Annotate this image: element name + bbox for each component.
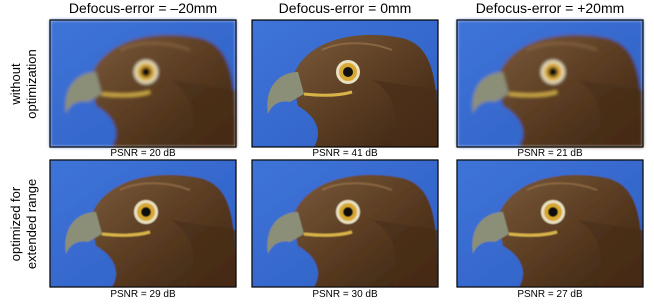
column-header: Defocus-error = 0mm [279, 0, 412, 16]
psnr-label: PSNR = 30 dB [312, 289, 378, 300]
psnr-label: PSNR = 41 dB [312, 148, 378, 159]
row-label-line: optimized for [8, 186, 23, 261]
figure: Defocus-error = –20mm Defocus-error = 0m… [0, 0, 654, 304]
image-panel [50, 160, 236, 287]
image-panel [252, 20, 438, 147]
column-header: Defocus-error = –20mm [69, 0, 217, 16]
row-label: without optimization [8, 49, 39, 118]
psnr-label: PSNR = 29 dB [110, 289, 176, 300]
column-header: Defocus-error = +20mm [476, 0, 625, 16]
image-panel [252, 160, 438, 287]
image-panel [457, 160, 643, 287]
psnr-label: PSNR = 27 dB [517, 289, 583, 300]
image-panel [457, 20, 643, 147]
row-label-line: without [8, 63, 23, 106]
row-label-line: optimization [24, 49, 39, 118]
row-label: optimized for extended range [8, 179, 39, 269]
psnr-label: PSNR = 21 dB [517, 148, 583, 159]
psnr-label: PSNR = 20 dB [110, 148, 176, 159]
row-label-line: extended range [24, 179, 39, 269]
image-panel [50, 20, 236, 147]
